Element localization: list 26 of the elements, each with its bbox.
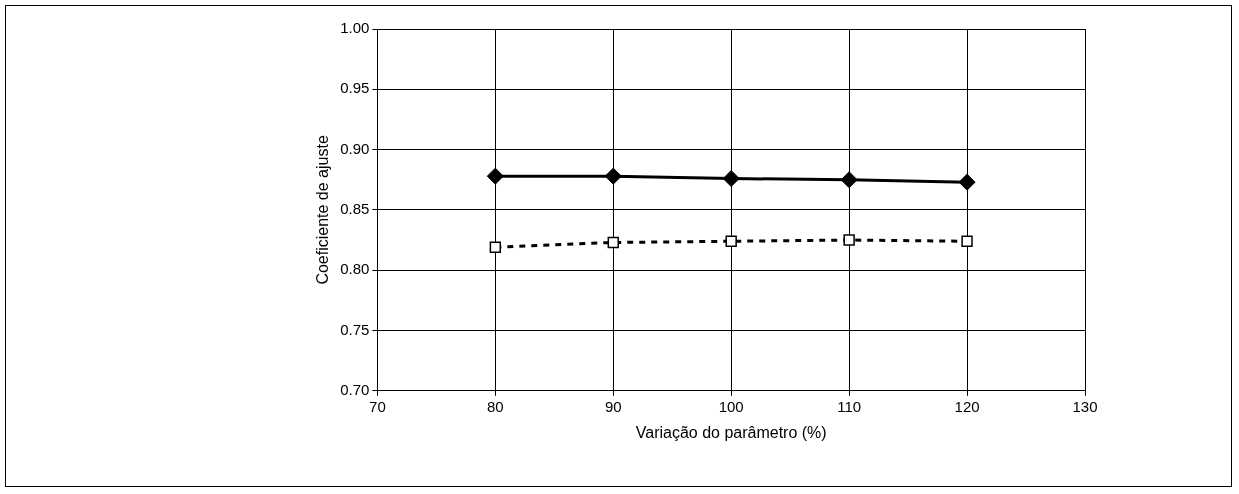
point <box>725 235 737 247</box>
x-axis-title: Variação do parâmetro (%) <box>635 423 827 441</box>
point <box>843 234 855 246</box>
y-tick-label: 0.95 <box>340 79 370 97</box>
x-tick-label: 110 <box>837 397 862 415</box>
y-tick-label: 1.00 <box>340 19 370 37</box>
x-tick-label: 70 <box>369 397 386 415</box>
point <box>961 235 973 247</box>
y-tick-label: 0.70 <box>340 380 370 398</box>
x-tick-label: 80 <box>486 397 504 415</box>
x-tick-label: 100 <box>718 397 744 415</box>
point <box>489 241 502 253</box>
y-tick-label: 0.80 <box>340 260 370 278</box>
x-tick-label: 120 <box>954 397 980 415</box>
x-tick-label: 130 <box>1072 397 1098 415</box>
point <box>840 171 858 189</box>
y-axis-title: Coeficiente de ajuste <box>314 135 332 285</box>
y-tick-label: 0.85 <box>340 200 370 218</box>
point <box>607 236 619 249</box>
y-tick-label: 0.75 <box>340 320 370 338</box>
point <box>958 173 976 191</box>
x-tick-label: 90 <box>604 397 622 415</box>
point <box>604 167 622 185</box>
point <box>486 167 504 185</box>
y-tick-label: 0.90 <box>340 139 370 157</box>
point <box>722 170 740 188</box>
